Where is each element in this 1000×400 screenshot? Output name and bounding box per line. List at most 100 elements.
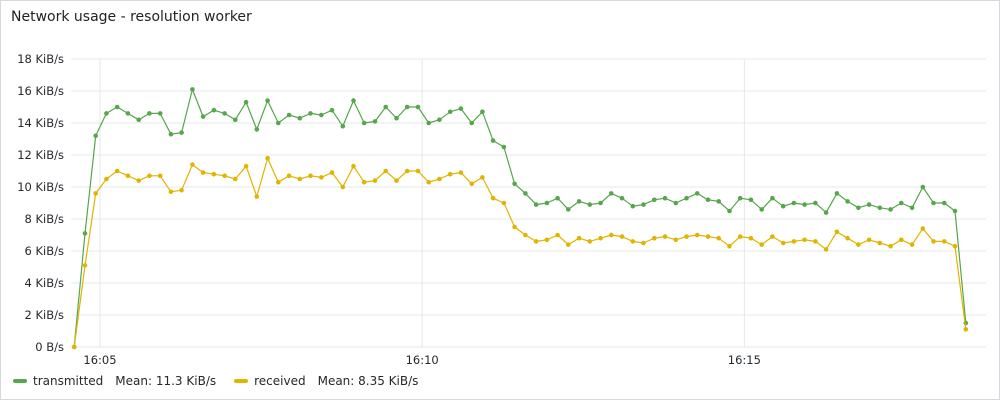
data-point-transmitted xyxy=(942,200,947,206)
data-point-transmitted xyxy=(899,200,904,206)
data-point-received xyxy=(168,189,174,195)
data-point-transmitted xyxy=(265,98,270,103)
data-point-received xyxy=(329,170,335,175)
legend-label-transmitted: transmitted xyxy=(33,374,104,388)
data-point-transmitted xyxy=(652,197,657,203)
data-point-received xyxy=(662,234,668,239)
data-point-transmitted xyxy=(147,111,152,116)
data-point-transmitted xyxy=(630,203,636,209)
data-point-received xyxy=(909,242,915,247)
data-point-transmitted xyxy=(791,200,797,206)
legend-swatch-received xyxy=(234,379,249,383)
data-point-transmitted xyxy=(673,200,679,206)
x-tick-label: 16:05 xyxy=(83,353,116,367)
data-point-transmitted xyxy=(576,199,582,204)
data-point-received xyxy=(770,234,775,239)
y-tick-label: 16 KiB/s xyxy=(17,84,64,98)
data-point-received xyxy=(480,175,485,180)
data-point-received xyxy=(179,187,184,193)
data-point-transmitted xyxy=(533,202,539,207)
data-point-transmitted xyxy=(662,195,668,201)
legend: transmitted Mean: 11.3 KiB/s received Me… xyxy=(13,374,418,388)
data-point-transmitted xyxy=(609,191,614,196)
data-point-received xyxy=(823,247,829,252)
data-point-transmitted xyxy=(920,184,926,190)
data-point-received xyxy=(619,234,625,239)
data-point-transmitted xyxy=(254,127,260,132)
data-point-transmitted xyxy=(222,111,227,116)
data-point-received xyxy=(684,234,689,239)
data-point-transmitted xyxy=(415,104,421,110)
data-point-received xyxy=(82,263,88,268)
data-point-transmitted xyxy=(394,115,399,121)
data-point-received xyxy=(490,195,496,201)
y-tick-label: 10 KiB/s xyxy=(17,180,64,194)
data-point-received xyxy=(458,170,464,175)
data-point-received xyxy=(211,171,217,177)
data-point-received xyxy=(652,235,657,241)
line-chart[interactable]: 0 B/s 2 KiB/s 4 KiB/s 6 KiB/s 8 KiB/s 10 KiB/… xyxy=(1,1,999,369)
data-point-transmitted xyxy=(469,120,475,126)
x-tick-label: 16:15 xyxy=(728,353,761,367)
data-point-transmitted xyxy=(437,117,442,123)
data-point-received xyxy=(222,173,227,179)
data-point-received xyxy=(856,242,861,247)
data-point-transmitted xyxy=(877,205,883,211)
data-point-received xyxy=(93,191,98,196)
legend-item-received[interactable]: received Mean: 8.35 KiB/s xyxy=(234,374,418,388)
data-point-transmitted xyxy=(233,117,238,123)
y-tick-label: 8 KiB/s xyxy=(25,212,64,226)
data-point-received xyxy=(361,179,367,185)
data-point-transmitted xyxy=(641,202,646,207)
data-point-transmitted xyxy=(447,109,453,115)
data-point-transmitted xyxy=(555,195,560,201)
data-point-transmitted xyxy=(329,107,335,113)
data-point-transmitted xyxy=(737,195,743,201)
data-point-transmitted xyxy=(727,208,732,214)
data-point-received xyxy=(899,237,904,243)
data-point-transmitted xyxy=(243,99,249,105)
data-point-received xyxy=(673,237,679,243)
data-point-received xyxy=(501,200,507,206)
data-point-transmitted xyxy=(566,207,571,212)
data-point-received xyxy=(469,181,475,187)
data-point-transmitted xyxy=(179,130,184,135)
data-point-received xyxy=(544,237,550,243)
data-point-received xyxy=(394,178,399,183)
data-point-received xyxy=(104,176,109,182)
data-point-transmitted xyxy=(909,205,915,211)
data-point-received xyxy=(716,235,721,241)
data-point-transmitted xyxy=(276,120,281,126)
data-point-transmitted xyxy=(93,133,98,139)
data-point-received xyxy=(566,242,571,247)
data-point-received xyxy=(555,232,560,238)
data-point-received xyxy=(243,163,249,169)
legend-mean-received: Mean: 8.35 KiB/s xyxy=(317,374,419,388)
data-point-received xyxy=(340,184,346,190)
data-point-received xyxy=(942,239,947,244)
data-point-transmitted xyxy=(297,115,303,121)
data-point-transmitted xyxy=(512,181,517,187)
y-tick-label: 0 B/s xyxy=(35,340,64,354)
data-point-received xyxy=(705,234,711,239)
data-point-transmitted xyxy=(286,112,292,118)
data-point-transmitted xyxy=(684,195,689,201)
data-point-received xyxy=(114,168,120,174)
data-point-received xyxy=(587,239,593,244)
data-point-received xyxy=(952,243,958,249)
y-tick-label: 4 KiB/s xyxy=(25,276,64,290)
data-point-received xyxy=(630,239,636,244)
data-point-received xyxy=(447,171,453,177)
y-tick-label: 18 KiB/s xyxy=(17,52,64,66)
data-point-received xyxy=(791,239,797,244)
data-point-received xyxy=(963,327,969,332)
data-point-received xyxy=(694,232,700,238)
legend-label-received: received xyxy=(254,374,306,388)
legend-item-transmitted[interactable]: transmitted Mean: 11.3 KiB/s xyxy=(13,374,216,388)
data-point-received xyxy=(780,240,786,246)
data-point-transmitted xyxy=(587,202,593,207)
data-point-transmitted xyxy=(813,200,818,206)
data-point-transmitted xyxy=(104,111,109,116)
data-point-received xyxy=(200,170,206,175)
